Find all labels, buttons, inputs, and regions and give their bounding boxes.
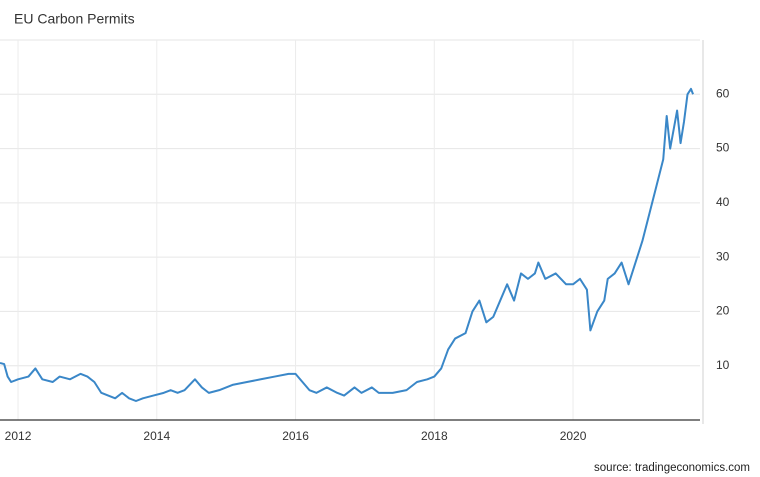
x-tick-label: 2014 [143,429,170,443]
line-series [0,87,694,402]
y-tick-label: 30 [716,249,730,263]
y-tick-label: 50 [716,141,730,155]
y-tick-label: 10 [716,358,730,372]
chart-title: EU Carbon Permits [14,11,135,27]
x-tick-label: 2012 [5,429,32,443]
x-tick-label: 2016 [282,429,309,443]
source: source: tradingeconomics.com [594,462,750,474]
y-tick-label: 40 [716,195,730,209]
y-tick-label: 60 [716,86,730,100]
y-tick-label: 20 [716,304,730,318]
x-tick-label: 2018 [421,429,448,443]
x-tick-label: 2020 [560,429,587,443]
